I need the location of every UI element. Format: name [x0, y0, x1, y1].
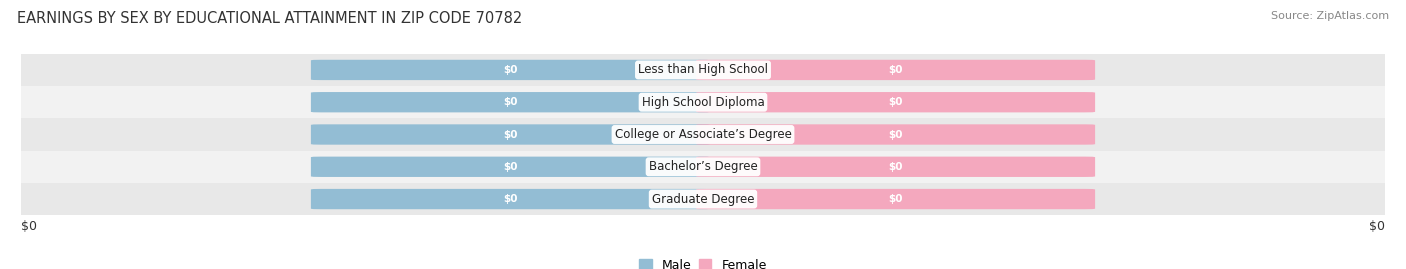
Bar — [21, 118, 1385, 151]
Bar — [21, 54, 1385, 86]
Text: $0: $0 — [889, 65, 903, 75]
Text: $0: $0 — [503, 194, 517, 204]
FancyBboxPatch shape — [696, 124, 1095, 145]
Text: $0: $0 — [503, 162, 517, 172]
Bar — [21, 86, 1385, 118]
Text: Graduate Degree: Graduate Degree — [652, 193, 754, 206]
FancyBboxPatch shape — [311, 157, 710, 177]
FancyBboxPatch shape — [311, 124, 710, 145]
Text: $0: $0 — [21, 220, 37, 233]
Text: $0: $0 — [503, 129, 517, 140]
Text: $0: $0 — [889, 97, 903, 107]
Text: $0: $0 — [503, 97, 517, 107]
FancyBboxPatch shape — [696, 92, 1095, 112]
Text: High School Diploma: High School Diploma — [641, 96, 765, 109]
Text: Bachelor’s Degree: Bachelor’s Degree — [648, 160, 758, 173]
FancyBboxPatch shape — [311, 189, 710, 209]
Legend: Male, Female: Male, Female — [634, 254, 772, 269]
FancyBboxPatch shape — [696, 60, 1095, 80]
Text: $0: $0 — [889, 129, 903, 140]
FancyBboxPatch shape — [311, 92, 710, 112]
Text: College or Associate’s Degree: College or Associate’s Degree — [614, 128, 792, 141]
Text: $0: $0 — [889, 162, 903, 172]
Text: Source: ZipAtlas.com: Source: ZipAtlas.com — [1271, 11, 1389, 21]
Text: $0: $0 — [503, 65, 517, 75]
Bar — [21, 151, 1385, 183]
FancyBboxPatch shape — [696, 189, 1095, 209]
Bar — [21, 183, 1385, 215]
Text: $0: $0 — [889, 194, 903, 204]
Text: EARNINGS BY SEX BY EDUCATIONAL ATTAINMENT IN ZIP CODE 70782: EARNINGS BY SEX BY EDUCATIONAL ATTAINMEN… — [17, 11, 522, 26]
FancyBboxPatch shape — [696, 157, 1095, 177]
FancyBboxPatch shape — [311, 60, 710, 80]
Text: $0: $0 — [1369, 220, 1385, 233]
Text: Less than High School: Less than High School — [638, 63, 768, 76]
